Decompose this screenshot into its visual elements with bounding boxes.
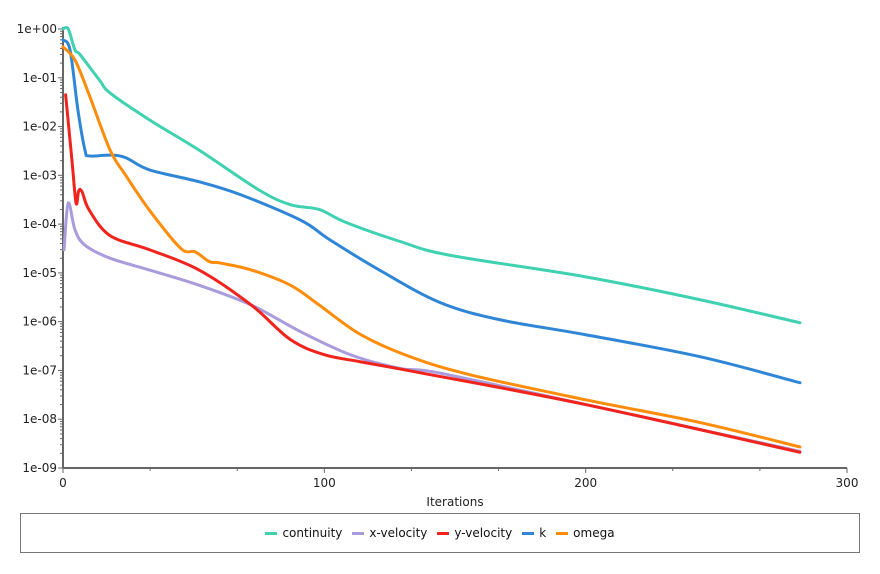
legend-label: y-velocity: [454, 526, 513, 540]
y-tick-label: 1e-04: [22, 217, 57, 231]
legend-swatch: [556, 531, 569, 535]
y-tick-label: 1e-05: [22, 266, 57, 280]
legend: continuity x-velocity y-velocity k omega: [20, 513, 860, 553]
series-line-continuity: [61, 25, 802, 325]
series-line-y-velocity: [64, 93, 802, 454]
y-tick-label: 1e+00: [17, 22, 57, 36]
legend-swatch: [522, 531, 535, 535]
y-tick-label: 1e-02: [22, 120, 57, 134]
residuals-chart: 1e+00 1e-01 1e-02 1e-03 1e-04 1e-05 1e-06 1e-07…: [17, 22, 859, 509]
y-tick-label: 1e-06: [22, 315, 57, 329]
legend-swatch: [352, 531, 365, 535]
y-tick-label: 1e-09: [22, 461, 57, 475]
legend-item-k[interactable]: k: [522, 526, 546, 540]
legend-label: k: [539, 526, 547, 540]
legend-label: continuity: [282, 526, 343, 540]
legend-item-y-velocity[interactable]: y-velocity: [437, 526, 512, 540]
legend-label: x-velocity: [369, 526, 428, 540]
y-tick-label: 1e-07: [22, 363, 57, 377]
y-tick-label: 1e-08: [22, 412, 57, 426]
x-tick-label: 100: [313, 476, 336, 490]
x-axis-title: Iterations: [426, 495, 483, 509]
legend-item-omega[interactable]: omega: [556, 526, 615, 540]
legend-swatch: [437, 531, 450, 535]
x-tick-label: 0: [59, 476, 67, 490]
y-tick-label: 1e-03: [22, 168, 57, 182]
legend-label: omega: [573, 526, 615, 540]
series-line-omega: [61, 45, 802, 449]
legend-item-continuity[interactable]: continuity: [265, 526, 342, 540]
legend-item-x-velocity[interactable]: x-velocity: [352, 526, 427, 540]
y-tick-label: 1e-01: [22, 71, 57, 85]
series-line-k: [61, 38, 802, 385]
x-tick-label: 200: [574, 476, 597, 490]
legend-swatch: [265, 531, 278, 535]
x-tick-label: 300: [836, 476, 859, 490]
